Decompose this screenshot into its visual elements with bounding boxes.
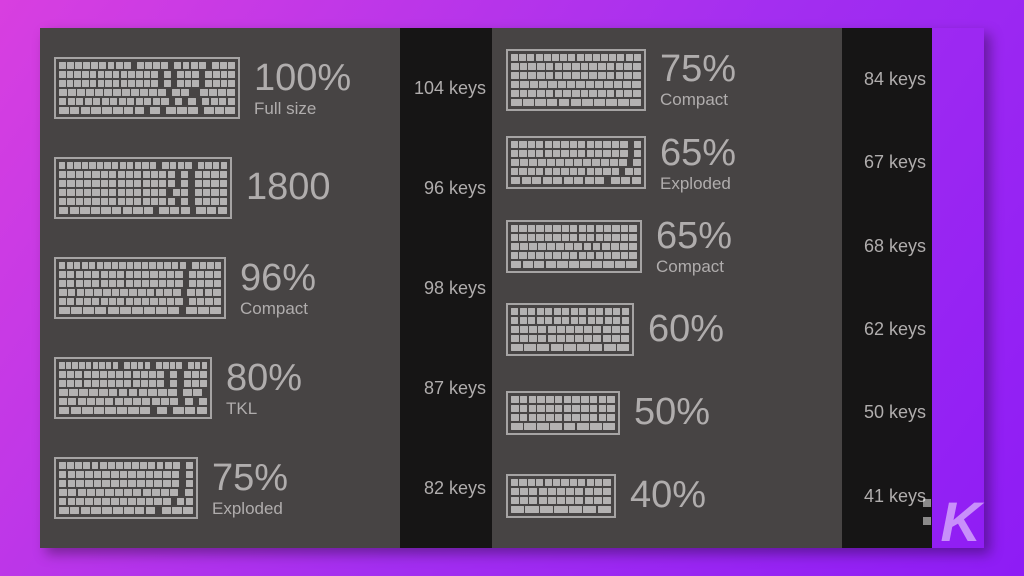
layout-percent: 75%: [212, 459, 288, 499]
layout-subtitle: Exploded: [660, 175, 736, 193]
layout-percent: 80%: [226, 359, 302, 399]
keyboard-diagram: [506, 391, 620, 435]
keyboard-diagram: [506, 136, 646, 189]
keyboard-diagram: [54, 257, 226, 319]
layout-labels: 40%: [630, 476, 706, 516]
key-count: 50 keys: [848, 377, 926, 449]
layout-subtitle: Full size: [254, 100, 351, 118]
key-count: 41 keys: [848, 460, 926, 532]
key-count: 98 keys: [406, 245, 486, 331]
layout-percent: 65%: [660, 134, 736, 174]
key-count: 84 keys: [848, 44, 926, 116]
layout-labels: 75%Exploded: [212, 459, 288, 518]
keyboard-diagram: [506, 220, 642, 273]
layout-subtitle: Exploded: [212, 500, 288, 518]
keyboard-diagram: [506, 303, 634, 356]
right-keycount-column: 84 keys 67 keys 68 keys 62 keys 50 keys 41 ke…: [842, 28, 932, 548]
key-count: 87 keys: [406, 345, 486, 431]
right-layouts-column: 75%Compact65%Exploded65%Compact60%50%40%: [492, 28, 842, 548]
key-count: 96 keys: [406, 145, 486, 231]
layout-percent: 65%: [656, 217, 732, 257]
left-layouts-column: 100%Full size 1800 96%Compact 80%TKL 75%Expl…: [40, 28, 400, 548]
layout-labels: 60%: [648, 310, 724, 350]
layout-percent: 60%: [648, 310, 724, 350]
keyboard-diagram: [54, 357, 212, 419]
layout-row: 80%TKL: [54, 345, 390, 431]
layout-labels: 96%Compact: [240, 259, 316, 318]
layout-row: 60%: [506, 294, 832, 366]
layout-labels: 75%Compact: [660, 50, 736, 109]
layout-row: 100%Full size: [54, 45, 390, 131]
layout-row: 50%: [506, 377, 832, 449]
layout-labels: 100%Full size: [254, 59, 351, 118]
layout-subtitle: Compact: [660, 91, 736, 109]
keyboard-diagram: [506, 474, 616, 518]
keyboard-diagram: [54, 157, 232, 219]
layout-row: 75%Compact: [506, 44, 832, 116]
layout-percent: 75%: [660, 50, 736, 90]
key-count: 62 keys: [848, 294, 926, 366]
layout-percent: 40%: [630, 476, 706, 516]
layout-labels: 65%Compact: [656, 217, 732, 276]
layout-labels: 65%Exploded: [660, 134, 736, 193]
layout-row: 1800: [54, 145, 390, 231]
layout-labels: 1800: [246, 168, 331, 208]
left-keycount-column: 104 keys 96 keys 98 keys 87 keys 82 keys: [400, 28, 492, 548]
keyboard-diagram: [506, 49, 646, 111]
layout-row: 96%Compact: [54, 245, 390, 331]
layout-percent: 50%: [634, 393, 710, 433]
key-count: 67 keys: [848, 127, 926, 199]
layout-row: 75%Exploded: [54, 445, 390, 531]
keyboard-diagram: [54, 57, 240, 119]
layout-percent: 100%: [254, 59, 351, 99]
key-count: 68 keys: [848, 210, 926, 282]
layout-row: 40%: [506, 460, 832, 532]
layout-subtitle: TKL: [226, 400, 302, 418]
layout-percent: 1800: [246, 168, 331, 208]
layout-labels: 80%TKL: [226, 359, 302, 418]
watermark-logo: K: [941, 489, 978, 554]
key-count: 104 keys: [406, 45, 486, 131]
keyboard-diagram: [54, 457, 198, 519]
layout-subtitle: Compact: [240, 300, 316, 318]
layout-labels: 50%: [634, 393, 710, 433]
key-count: 82 keys: [406, 445, 486, 531]
layout-row: 65%Compact: [506, 210, 832, 282]
layout-subtitle: Compact: [656, 258, 732, 276]
layout-percent: 96%: [240, 259, 316, 299]
layout-row: 65%Exploded: [506, 127, 832, 199]
infographic-panel: 100%Full size180096%Compact80%TKL75%Expl…: [40, 28, 984, 548]
